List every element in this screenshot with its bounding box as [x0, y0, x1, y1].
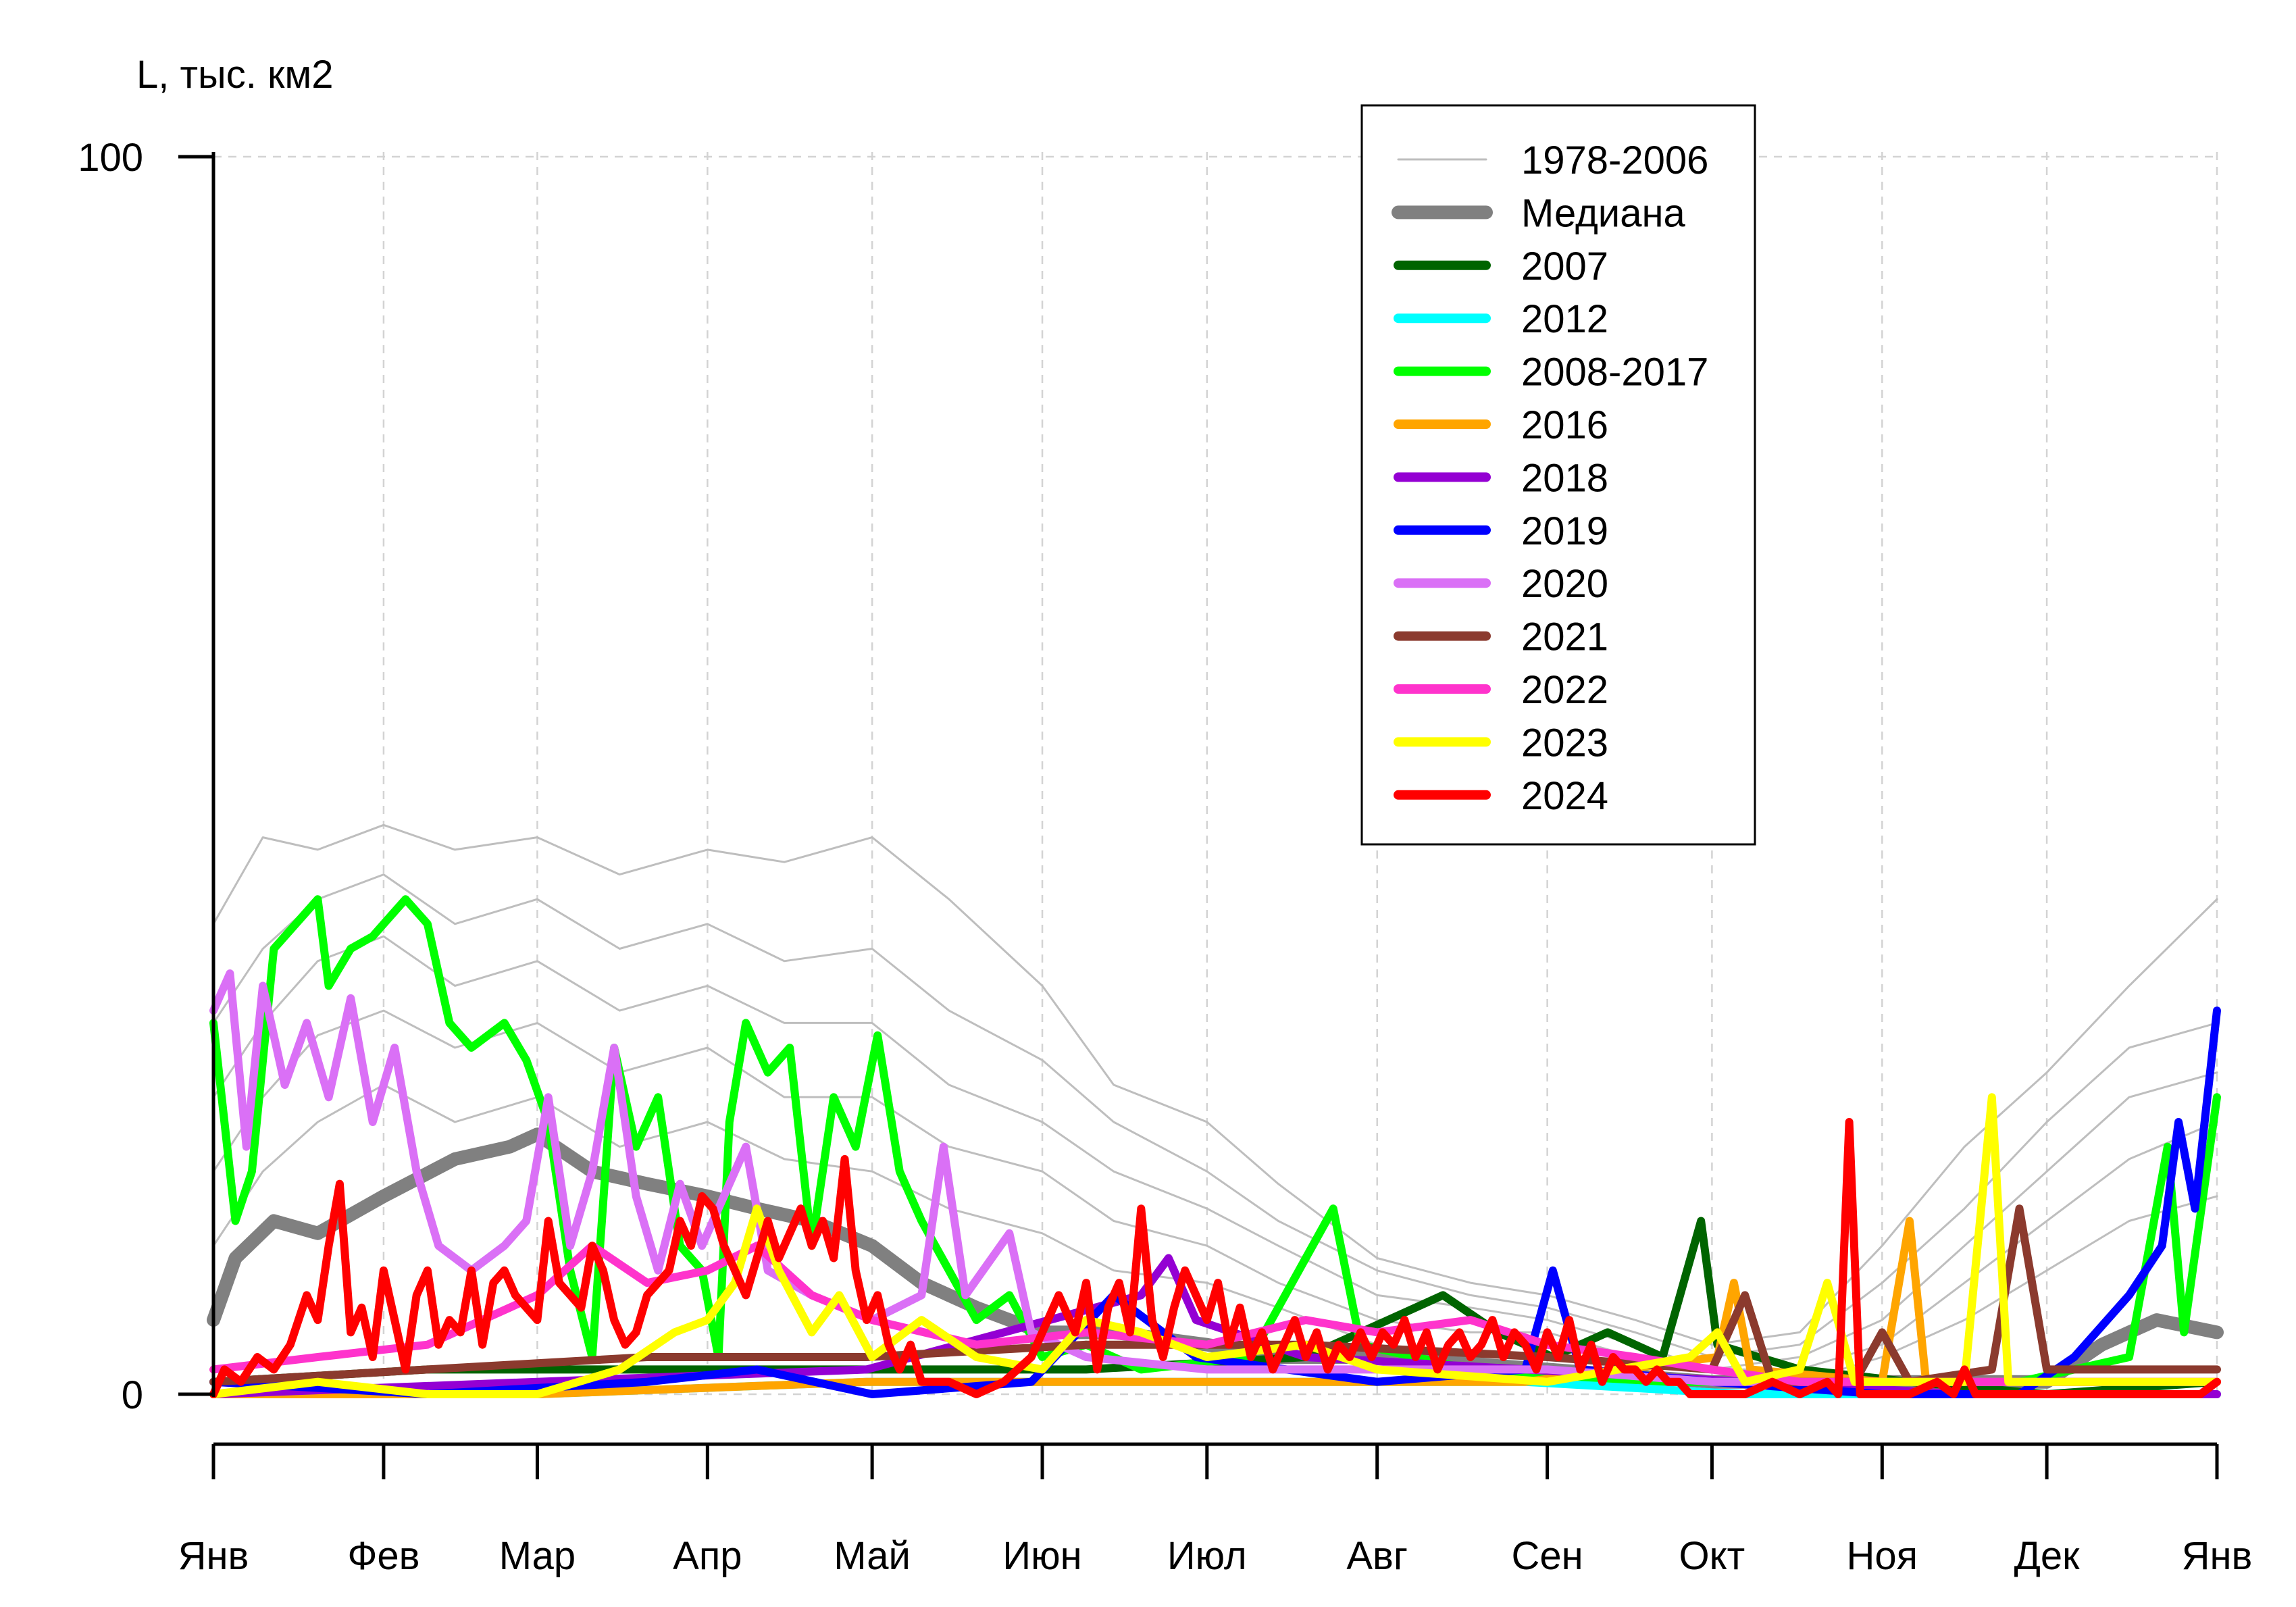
legend-label: 2022: [1521, 668, 1608, 712]
axes: L, тыс. км2 Янв Фев Мар Апр Май Июн Июл Авг Сен О…: [78, 53, 2252, 1578]
legend-label: 2018: [1521, 456, 1608, 500]
series-line-2023: [209, 1093, 2221, 1398]
series-lines: [207, 823, 2224, 1398]
legend-label: 2016: [1521, 403, 1608, 447]
y-tick-label: 0: [122, 1373, 143, 1417]
x-tick-label: Янв: [178, 1534, 249, 1578]
x-tick-label: Янв: [2182, 1534, 2253, 1578]
x-tick-label: Ноя: [1847, 1534, 1918, 1578]
series-line-2024: [209, 1118, 2221, 1398]
legend-label: 2012: [1521, 297, 1608, 341]
legend-label: 2007: [1521, 245, 1608, 288]
x-tick-label: Июл: [1167, 1534, 1247, 1578]
legend-label: Медиана: [1521, 191, 1685, 235]
legend-label: 2023: [1521, 721, 1608, 765]
x-tick-label: Сен: [1512, 1534, 1583, 1578]
legend-label: 2020: [1521, 562, 1608, 606]
y-axis-label: L, тыс. км2: [136, 53, 333, 97]
series-line-2020: [209, 969, 2221, 1386]
x-tick-label: Фев: [347, 1534, 419, 1578]
x-tick-label: Май: [834, 1534, 911, 1578]
y-tick-label: 100: [78, 136, 143, 180]
legend-label: 2019: [1521, 509, 1608, 553]
legend-label: 2021: [1521, 615, 1608, 659]
series-line-1978-2006: [212, 873, 2218, 1358]
legend: 1978-2006 Медиана 2007 2012 2008-2017 2016 201…: [1360, 104, 1756, 846]
legend-label: 2024: [1521, 774, 1608, 818]
x-tick-label: Авг: [1346, 1534, 1408, 1578]
legend-label: 1978-2006: [1521, 138, 1708, 182]
x-tick-label: Мар: [499, 1534, 576, 1578]
series-line-1978-2006: [212, 935, 2218, 1371]
legend-label: 2008-2017: [1521, 351, 1708, 394]
x-tick-label: Окт: [1679, 1534, 1745, 1578]
x-tick-label: Июн: [1002, 1534, 1081, 1578]
grid: [212, 152, 2218, 1397]
x-tick-label: Апр: [673, 1534, 742, 1578]
x-tick-label: Дек: [2014, 1534, 2081, 1578]
series-line-2019: [209, 1006, 2221, 1398]
series-line-1978-2006: [212, 823, 2218, 1346]
